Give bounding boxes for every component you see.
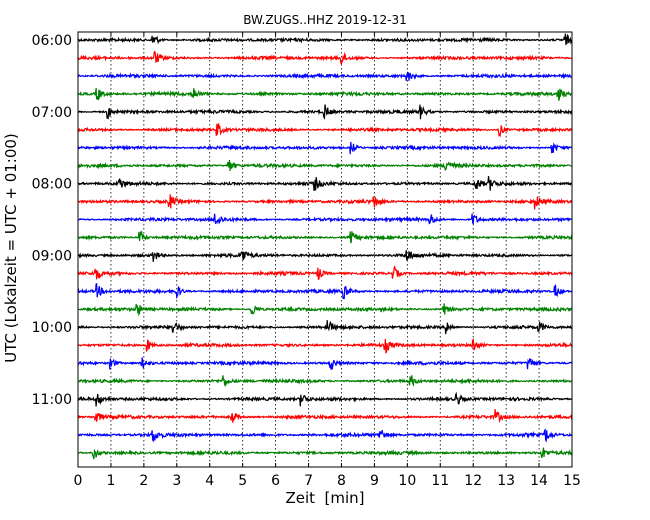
x-tick-label: 4 [205, 473, 214, 489]
y-axis-label: UTC (Lokalzeit = UTC + 01:00) [2, 133, 20, 363]
seismic-trace [77, 141, 573, 155]
y-tick-label: 11:00 [32, 392, 72, 408]
seismic-trace [77, 337, 573, 354]
seismic-trace [77, 213, 573, 225]
x-tick-label: 7 [304, 473, 313, 489]
x-tick-label: 10 [398, 473, 416, 489]
seismic-trace [77, 250, 573, 262]
y-tick-label: 10:00 [32, 320, 72, 336]
seismic-trace [77, 265, 573, 281]
x-tick-label: 15 [563, 473, 581, 489]
x-tick-label: 14 [530, 473, 548, 489]
vertical-grid [110, 32, 540, 467]
x-tick-label: 12 [464, 473, 482, 489]
seismic-trace [77, 88, 573, 101]
seismic-trace [77, 303, 573, 317]
seismic-trace [77, 50, 573, 66]
seismic-trace [77, 160, 573, 171]
y-tick-label: 07:00 [32, 105, 72, 121]
trace-group [77, 33, 573, 460]
seismic-trace [77, 427, 573, 443]
seismic-trace [77, 408, 573, 424]
plot-frame [77, 31, 573, 468]
seismic-trace [77, 176, 573, 192]
seismic-trace [77, 71, 573, 81]
x-tick-label: 8 [337, 473, 346, 489]
x-tick-label: 0 [74, 473, 83, 489]
y-tick-label: 06:00 [32, 33, 72, 49]
seismic-trace [77, 447, 573, 460]
x-axis: 0 1 2 3 4 5 6 7 8 9 10 11 12 13 14 15 [74, 32, 581, 489]
x-tick-label: 11 [431, 473, 449, 489]
x-tick-label: 2 [139, 473, 148, 489]
y-tick-label: 09:00 [32, 248, 72, 264]
seismic-trace [77, 375, 573, 388]
seismic-trace [77, 123, 573, 138]
x-tick-label: 3 [172, 473, 181, 489]
seismic-trace [77, 229, 573, 244]
seismic-trace [77, 320, 573, 335]
x-axis-label: Zeit [min] [285, 489, 364, 507]
y-tick-label: 08:00 [32, 177, 72, 193]
x-tick-label: 6 [271, 473, 280, 489]
x-tick-label: 5 [238, 473, 247, 489]
seismic-trace [77, 357, 573, 370]
seismic-trace [77, 33, 573, 46]
y-axis: 06:00 07:00 08:00 09:00 10:00 11:00 [32, 33, 572, 408]
chart-title: BW.ZUGS..HHZ 2019-12-31 [243, 13, 406, 27]
x-tick-label: 9 [370, 473, 379, 489]
seismic-trace [77, 391, 573, 407]
x-tick-label: 1 [106, 473, 115, 489]
x-tick-label: 13 [497, 473, 515, 489]
seismic-trace [77, 104, 573, 120]
seismic-trace [77, 282, 573, 300]
seismic-trace [77, 194, 573, 210]
